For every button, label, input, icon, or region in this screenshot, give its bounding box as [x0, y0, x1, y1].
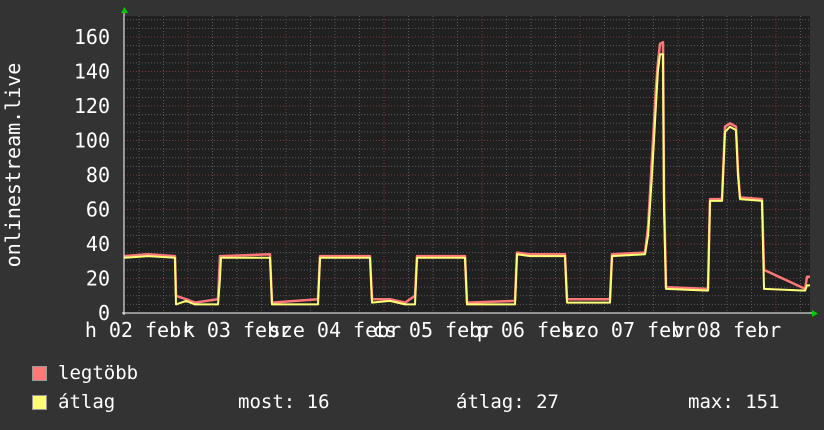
y-axis-label: onlinestream.live: [1, 63, 25, 268]
x-tick-label: sze 04 febr: [269, 318, 401, 342]
y-tick-label: 40: [86, 232, 110, 256]
legend-average: átlag: 27: [456, 391, 559, 413]
y-tick-label: 60: [86, 198, 110, 222]
y-tick-label: 100: [74, 129, 110, 153]
x-tick-label: k 03 febr: [183, 318, 291, 342]
y-tick-label: 160: [74, 25, 110, 49]
y-tick-label: 140: [74, 60, 110, 84]
y-axis-arrow: [121, 7, 128, 13]
x-tick-label: h 02 febr: [85, 318, 193, 342]
y-tick-label: 80: [86, 163, 110, 187]
y-tick-label: 0: [98, 301, 110, 325]
series-lines: [123, 40, 810, 306]
y-tick-label: 20: [86, 267, 110, 291]
x-tick-label: cs 05 febr: [373, 318, 493, 342]
grid: [124, 16, 811, 313]
x-axis-arrow: [812, 310, 818, 317]
legend-maximum: max: 151: [688, 391, 780, 413]
plot-area: [124, 16, 810, 313]
legend-label-avg: átlag: [58, 391, 116, 413]
series-line-avg: [123, 53, 810, 306]
legend-swatch-avg: [32, 395, 47, 410]
x-tick-label: p 06 febr: [477, 318, 585, 342]
legend-swatch-max: [32, 366, 47, 381]
y-tick-label: 120: [74, 94, 110, 118]
y-ticks: 0 20 40 60 80 100 120 140 160: [74, 25, 110, 325]
legend-current: most: 16: [238, 391, 330, 413]
x-tick-label: v 08 febr: [673, 318, 781, 342]
legend-label-max: legtöbb: [58, 362, 139, 384]
x-tick-label: szo 07 febr: [563, 318, 695, 342]
